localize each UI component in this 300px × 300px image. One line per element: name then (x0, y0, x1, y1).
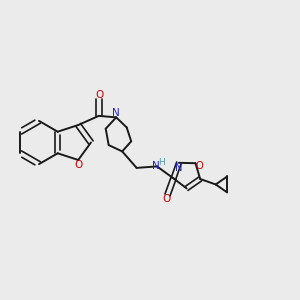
Text: N: N (112, 108, 120, 118)
Text: H: H (158, 158, 165, 167)
Text: O: O (74, 160, 82, 170)
Text: O: O (196, 160, 203, 171)
Text: O: O (95, 90, 104, 100)
Text: O: O (163, 194, 171, 204)
Text: N: N (175, 163, 182, 172)
Text: N: N (152, 161, 160, 171)
